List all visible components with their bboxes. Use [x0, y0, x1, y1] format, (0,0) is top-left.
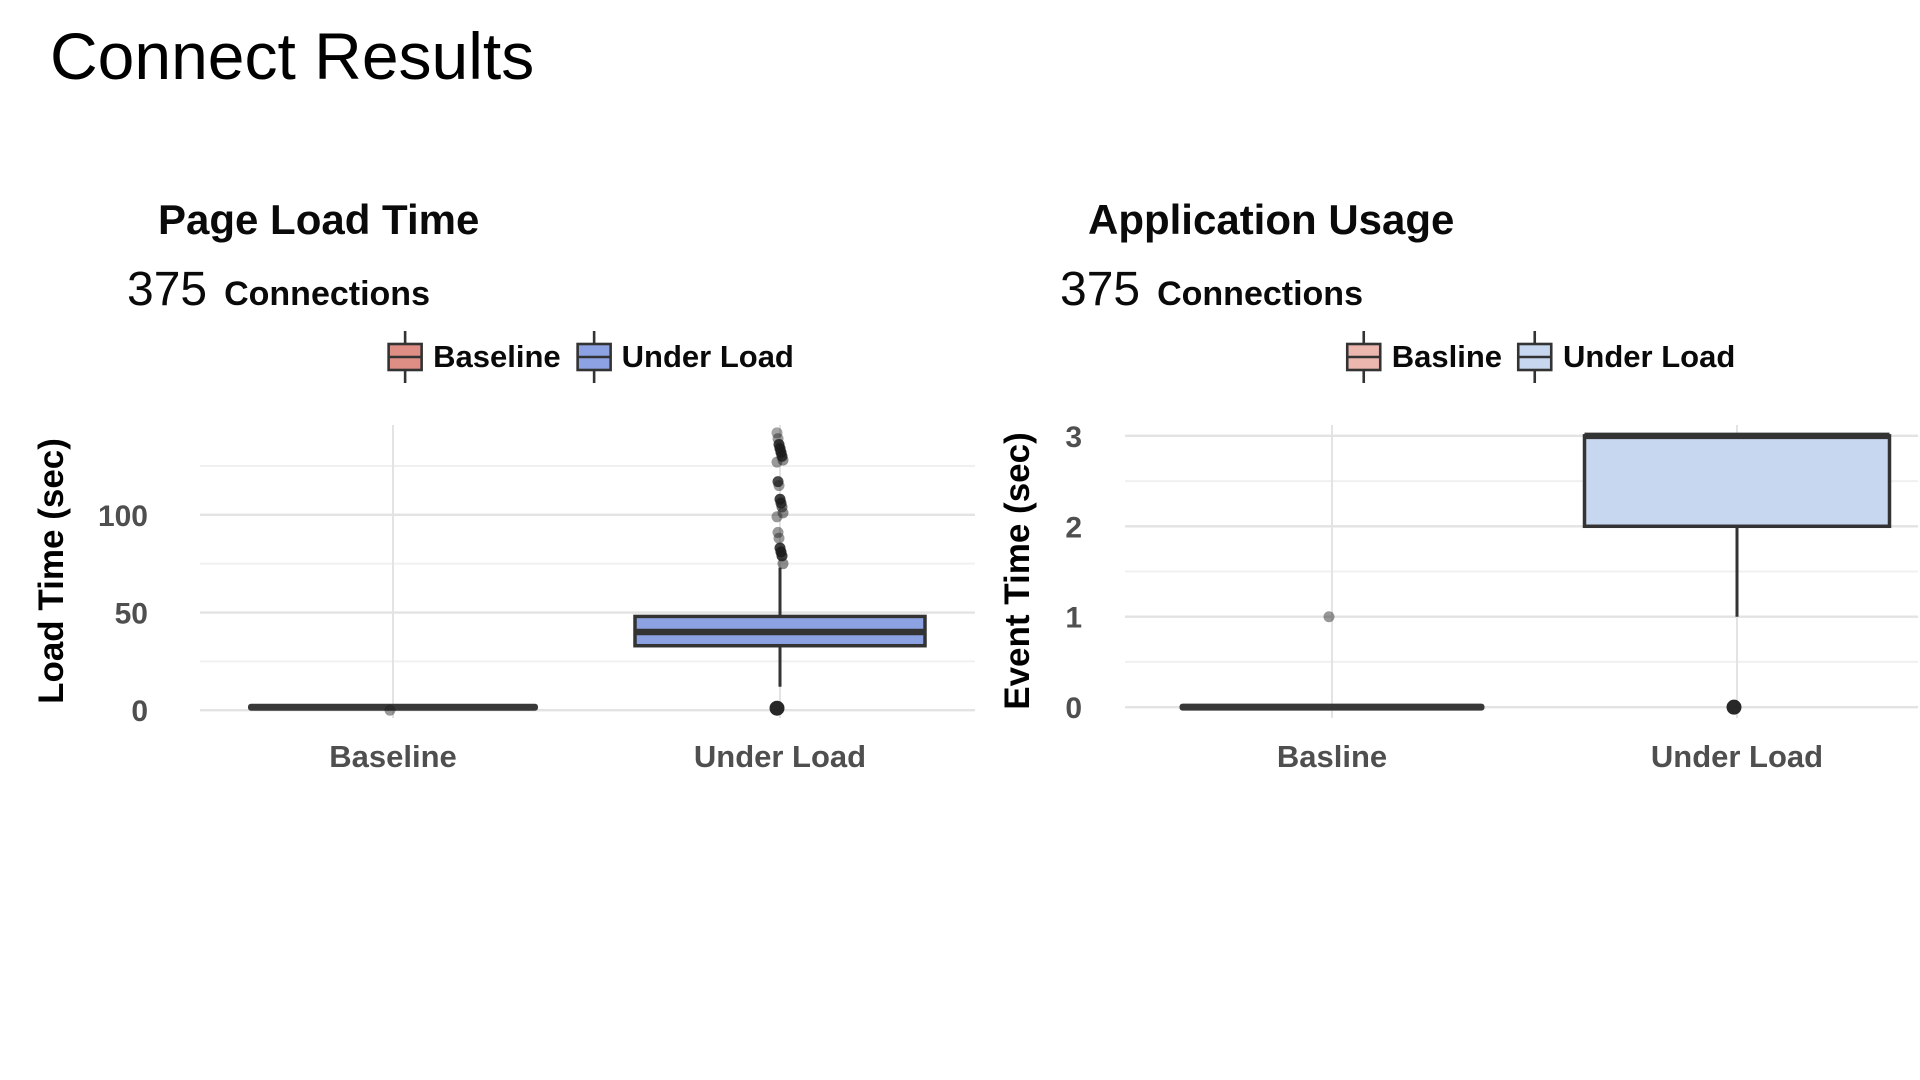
outlier-dot: [771, 456, 783, 468]
outlier-dot: [772, 476, 784, 488]
y-tick-label: 3: [1065, 421, 1082, 454]
legend-label: Baseline: [433, 339, 561, 374]
outlier-dot: [1323, 611, 1335, 623]
y-tick-label: 2: [1065, 511, 1082, 544]
outlier-dot: [384, 704, 396, 716]
boxplot-collapsed: [248, 703, 538, 711]
chart-title: Page Load Time: [158, 196, 480, 243]
connections-label: Connections: [1157, 275, 1363, 313]
connections-label: Connections: [224, 275, 430, 313]
boxplot-box: [1582, 434, 1892, 529]
chart-subtitle: 375 Connections: [1060, 266, 1363, 314]
outlier-dot: [771, 427, 783, 439]
boxplot-key-icon: [575, 331, 612, 383]
legend-item: Under Load: [575, 330, 794, 384]
legend: Baseline Under Load: [386, 330, 794, 384]
x-category-label: Under Load: [1651, 739, 1823, 774]
y-tick-label: 100: [98, 500, 148, 533]
chart-subtitle: 375 Connections: [127, 266, 430, 314]
x-category-label: Baseline: [329, 739, 457, 774]
legend-label: Under Load: [621, 339, 794, 374]
connections-count: 375: [1060, 263, 1141, 316]
y-tick-label: 50: [115, 598, 148, 631]
outlier-dot: [771, 511, 783, 523]
chart-title: Application Usage: [1088, 196, 1455, 243]
plot-area: 0 50 100 Baseline Under Load: [98, 425, 975, 774]
legend-item: Basline: [1345, 330, 1502, 384]
legend-item: Under Load: [1516, 330, 1735, 384]
x-category-label: Under Load: [694, 739, 866, 774]
outlier-dot: [772, 526, 784, 538]
plot-area: 0 1 2 3 Basline Under Load: [1065, 421, 1918, 774]
boxplot-key-icon: [1517, 331, 1553, 383]
y-axis-title: Load Time (sec): [32, 438, 71, 704]
boxplot-key-icon: [387, 331, 423, 383]
outlier-dot: [773, 480, 785, 492]
legend-item: Baseline: [386, 330, 561, 384]
x-category-label: Basline: [1277, 739, 1387, 774]
legend-label: Basline: [1391, 339, 1503, 374]
outlier-dot: [777, 558, 789, 570]
outlier-dot: [769, 700, 785, 716]
page-title: Connect Results: [50, 19, 535, 93]
outlier-dot: [777, 454, 789, 466]
outlier-dot: [777, 507, 789, 519]
legend: Basline Under Load: [1345, 330, 1735, 384]
outlier-dot: [1726, 699, 1742, 715]
y-tick-label: 1: [1065, 602, 1082, 635]
connections-count: 375: [127, 263, 208, 316]
boxplot-key-icon: [1345, 331, 1382, 383]
boxplot-collapsed: [1179, 703, 1485, 711]
y-tick-label: 0: [131, 695, 148, 728]
outlier-dot: [773, 532, 785, 544]
legend-label: Under Load: [1563, 339, 1736, 374]
y-tick-label: 0: [1065, 692, 1082, 725]
